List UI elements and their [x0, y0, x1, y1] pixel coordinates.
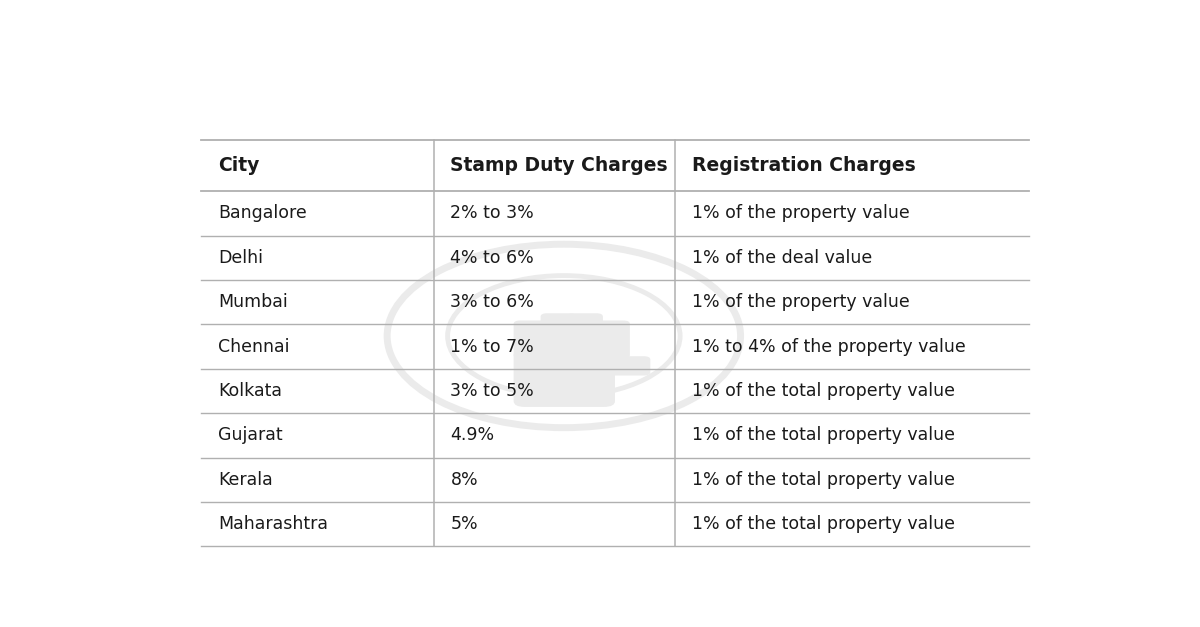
Text: Gujarat: Gujarat	[218, 426, 282, 445]
FancyBboxPatch shape	[514, 320, 548, 359]
Text: 2% to 3%: 2% to 3%	[450, 204, 534, 223]
Text: Bangalore: Bangalore	[218, 204, 307, 223]
Text: 3% to 5%: 3% to 5%	[450, 382, 534, 400]
FancyBboxPatch shape	[514, 349, 616, 407]
Text: 1% of the total property value: 1% of the total property value	[692, 471, 955, 489]
Text: City: City	[218, 156, 259, 176]
Text: 5%: 5%	[450, 515, 478, 533]
Text: 4.9%: 4.9%	[450, 426, 494, 445]
Text: 1% of the total property value: 1% of the total property value	[692, 515, 955, 533]
Text: Registration Charges: Registration Charges	[692, 156, 916, 176]
Text: Stamp Duty Charges: Stamp Duty Charges	[450, 156, 668, 176]
Text: 1% to 7%: 1% to 7%	[450, 337, 534, 356]
FancyBboxPatch shape	[568, 314, 602, 359]
Text: 1% to 4% of the property value: 1% to 4% of the property value	[692, 337, 966, 356]
Text: 4% to 6%: 4% to 6%	[450, 249, 534, 266]
Text: 1% of the total property value: 1% of the total property value	[692, 382, 955, 400]
FancyBboxPatch shape	[602, 356, 650, 376]
FancyBboxPatch shape	[594, 320, 630, 359]
Text: 8%: 8%	[450, 471, 478, 489]
FancyBboxPatch shape	[540, 314, 576, 359]
Text: 1% of the property value: 1% of the property value	[692, 204, 910, 223]
Text: Maharashtra: Maharashtra	[218, 515, 328, 533]
Text: 1% of the deal value: 1% of the deal value	[692, 249, 872, 266]
Text: Kerala: Kerala	[218, 471, 272, 489]
Text: 3% to 6%: 3% to 6%	[450, 293, 534, 311]
Text: 1% of the property value: 1% of the property value	[692, 293, 910, 311]
Text: 1% of the total property value: 1% of the total property value	[692, 426, 955, 445]
Text: Mumbai: Mumbai	[218, 293, 288, 311]
Text: Delhi: Delhi	[218, 249, 263, 266]
Text: Chennai: Chennai	[218, 337, 289, 356]
Text: Kolkata: Kolkata	[218, 382, 282, 400]
